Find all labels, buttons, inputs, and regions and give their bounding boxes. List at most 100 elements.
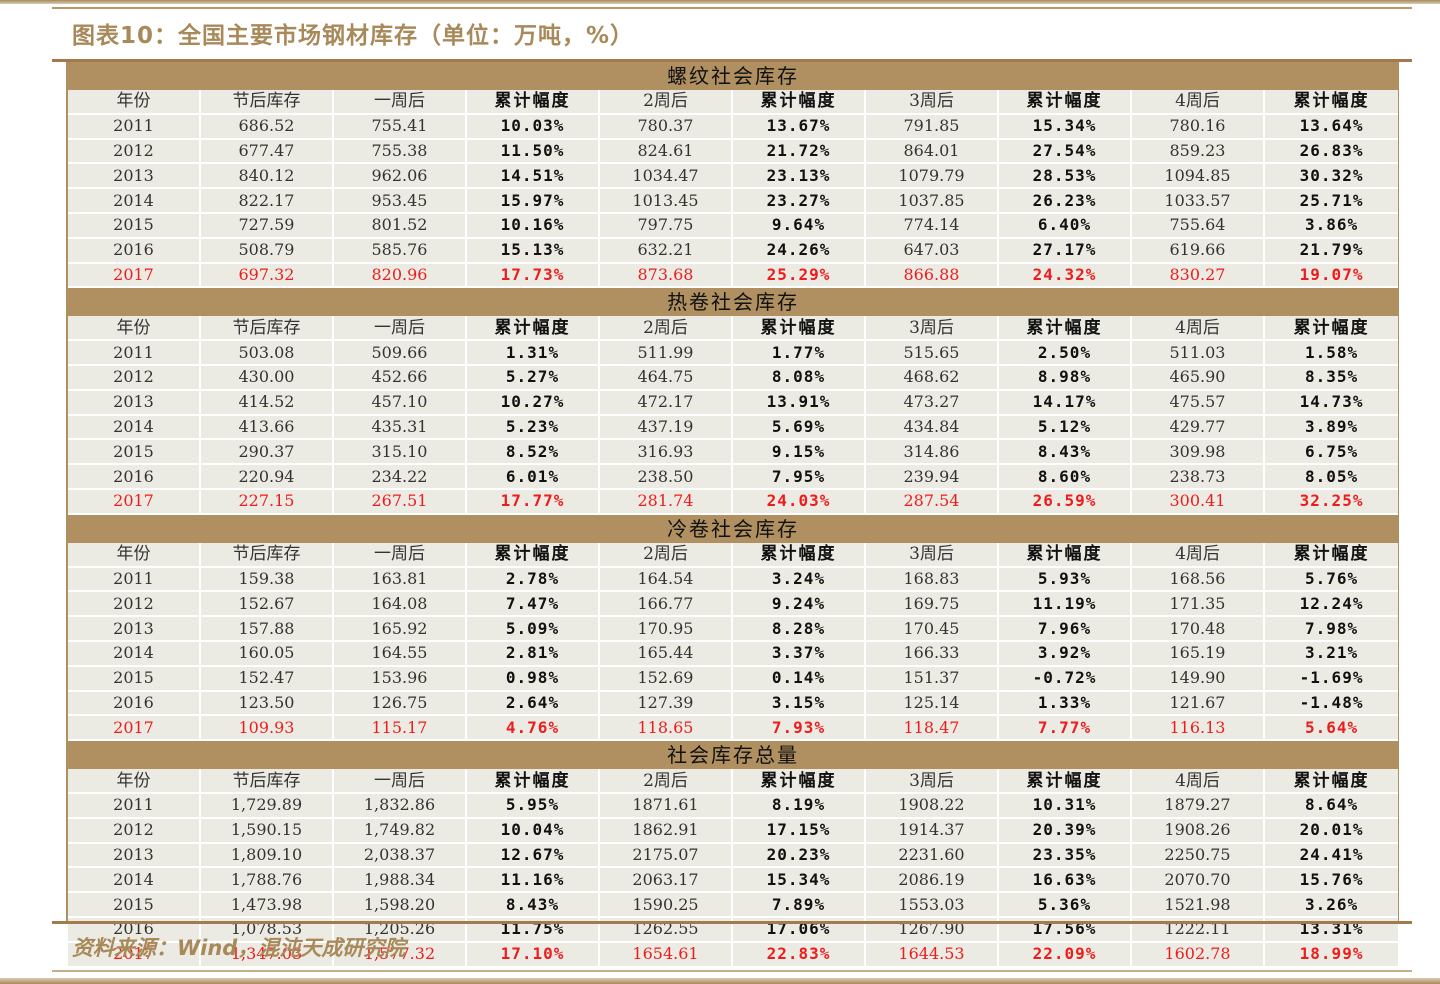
cumulative-change-cell: 21.79% [1265, 238, 1399, 264]
cumulative-change-cell: 9.64% [733, 213, 866, 239]
inventory-value-cell: 163.81 [334, 567, 467, 593]
table-row: 2017 109.93 115.17 4.76% 118.65 7.93% 118.47 7.… [68, 716, 1399, 742]
column-header: 3周后 [866, 542, 999, 568]
year-cell: 2016 [68, 691, 201, 717]
column-header: 累计幅度 [999, 542, 1132, 568]
cumulative-change-cell: 5.64% [1265, 716, 1399, 742]
inventory-value-cell: 472.17 [600, 390, 733, 416]
steel-inventory-table: 螺纹社会库存 年份 节后库存 一周后 累计幅度 2周后 累计幅度 3周后 累计幅度 4周后 累计幅度… [68, 62, 1399, 966]
cumulative-change-cell: 24.03% [733, 489, 866, 515]
cumulative-change-cell: 7.89% [733, 893, 866, 918]
column-header: 一周后 [334, 90, 467, 115]
column-header: 一周后 [334, 769, 467, 794]
inventory-value-cell: 755.64 [1132, 213, 1265, 239]
inventory-value-cell: 168.56 [1132, 567, 1265, 593]
cumulative-change-cell: 14.51% [467, 164, 600, 190]
section-header-row: 热卷社会库存 [68, 288, 1399, 317]
year-cell: 2012 [68, 139, 201, 165]
cumulative-change-cell: 7.93% [733, 716, 866, 742]
table-row: 2015 1,473.98 1,598.20 8.43% 1590.25 7.89% 155… [68, 893, 1399, 918]
inventory-value-cell: 160.05 [201, 641, 334, 667]
year-cell: 2013 [68, 617, 201, 642]
column-header: 年份 [68, 316, 201, 342]
inventory-value-cell: 170.95 [600, 617, 733, 642]
inventory-value-cell: 755.38 [334, 139, 467, 165]
cumulative-change-cell: 28.53% [999, 164, 1132, 190]
cumulative-change-cell: 14.73% [1265, 390, 1399, 416]
cumulative-change-cell: 10.16% [467, 213, 600, 239]
cumulative-change-cell: 13.67% [733, 114, 866, 140]
cumulative-change-cell: -1.69% [1265, 666, 1399, 692]
cumulative-change-cell: 22.09% [999, 942, 1132, 966]
cumulative-change-cell: 10.04% [467, 818, 600, 844]
table-row: 2011 503.08 509.66 1.31% 511.99 1.77% 515.65 2.… [68, 341, 1399, 366]
inventory-value-cell: 1644.53 [866, 942, 999, 966]
source-underline [52, 970, 1412, 972]
cumulative-change-cell: 23.13% [733, 164, 866, 190]
inventory-value-cell: 1,473.98 [201, 893, 334, 918]
inventory-value-cell: 238.50 [600, 465, 733, 490]
inventory-value-cell: 227.15 [201, 489, 334, 515]
cumulative-change-cell: 24.26% [733, 238, 866, 264]
inventory-value-cell: 780.16 [1132, 114, 1265, 140]
inventory-value-cell: 116.13 [1132, 716, 1265, 742]
table-row: 2016 220.94 234.22 6.01% 238.50 7.95% 239.94 8.… [68, 465, 1399, 490]
cumulative-change-cell: 11.19% [999, 592, 1132, 618]
column-header: 年份 [68, 769, 201, 794]
inventory-value-cell: 780.37 [600, 114, 733, 140]
cumulative-change-cell: 15.13% [467, 238, 600, 264]
inventory-value-cell: 434.84 [866, 415, 999, 441]
column-header: 累计幅度 [467, 769, 600, 794]
inventory-value-cell: 2086.19 [866, 868, 999, 894]
inventory-value-cell: 435.31 [334, 415, 467, 441]
figure-title: 图表10：全国主要市场钢材库存（单位：万吨，%） [72, 23, 635, 49]
cumulative-change-cell: 6.40% [999, 213, 1132, 239]
column-header: 累计幅度 [733, 542, 866, 568]
cumulative-change-cell: 15.34% [733, 868, 866, 894]
cumulative-change-cell: 9.24% [733, 592, 866, 618]
cumulative-change-cell: 0.14% [733, 666, 866, 692]
inventory-value-cell: 619.66 [1132, 238, 1265, 264]
table-row: 2016 508.79 585.76 15.13% 632.21 24.26% 647.03… [68, 238, 1399, 264]
cumulative-change-cell: 2.78% [467, 567, 600, 593]
inventory-value-cell: 697.32 [201, 263, 334, 289]
inventory-value-cell: 267.51 [334, 489, 467, 515]
inventory-value-cell: 115.17 [334, 716, 467, 742]
inventory-value-cell: 1079.79 [866, 164, 999, 190]
cumulative-change-cell: 4.76% [467, 716, 600, 742]
source-note: 资料来源：Wind，混沌天成研究院 [72, 936, 406, 960]
year-cell: 2013 [68, 390, 201, 416]
table-row: 2013 840.12 962.06 14.51% 1034.47 23.13% 1079.… [68, 164, 1399, 190]
cumulative-change-cell: 8.19% [733, 793, 866, 819]
table-row: 2013 1,809.10 2,038.37 12.67% 2175.07 20.23% 2… [68, 843, 1399, 869]
inventory-value-cell: 2250.75 [1132, 843, 1265, 869]
section-title: 热卷社会库存 [68, 288, 1399, 317]
cumulative-change-cell: 6.75% [1265, 440, 1399, 466]
inventory-value-cell: 152.69 [600, 666, 733, 692]
column-header-row: 年份 节后库存 一周后 累计幅度 2周后 累计幅度 3周后 累计幅度 4周后 累计幅度 [68, 542, 1399, 568]
cumulative-change-cell: 17.77% [467, 489, 600, 515]
table-row: 2014 1,788.76 1,988.34 11.16% 2063.17 15.34% 2… [68, 868, 1399, 894]
cumulative-change-cell: 6.01% [467, 465, 600, 490]
section-header-row: 社会库存总量 [68, 741, 1399, 770]
cumulative-change-cell: 5.23% [467, 415, 600, 441]
cumulative-change-cell: 17.10% [467, 942, 600, 966]
column-header: 累计幅度 [999, 90, 1132, 115]
year-cell: 2014 [68, 415, 201, 441]
column-header: 节后库存 [201, 316, 334, 342]
column-header: 累计幅度 [733, 90, 866, 115]
inventory-value-cell: 632.21 [600, 238, 733, 264]
table-row: 2013 414.52 457.10 10.27% 472.17 13.91% 473.27… [68, 390, 1399, 416]
table-row: 2012 430.00 452.66 5.27% 464.75 8.08% 468.62 8.… [68, 365, 1399, 391]
year-cell: 2017 [68, 716, 201, 742]
cumulative-change-cell: 1.77% [733, 341, 866, 366]
year-cell: 2015 [68, 213, 201, 239]
table-row: 2011 159.38 163.81 2.78% 164.54 3.24% 168.83 5.… [68, 567, 1399, 593]
cumulative-change-cell: -0.72% [999, 666, 1132, 692]
column-header: 累计幅度 [733, 769, 866, 794]
cumulative-change-cell: 23.27% [733, 189, 866, 214]
inventory-value-cell: 840.12 [201, 164, 334, 190]
inventory-value-cell: 220.94 [201, 465, 334, 490]
inventory-value-cell: 290.37 [201, 440, 334, 466]
table-row: 2014 822.17 953.45 15.97% 1013.45 23.27% 1037.… [68, 189, 1399, 214]
